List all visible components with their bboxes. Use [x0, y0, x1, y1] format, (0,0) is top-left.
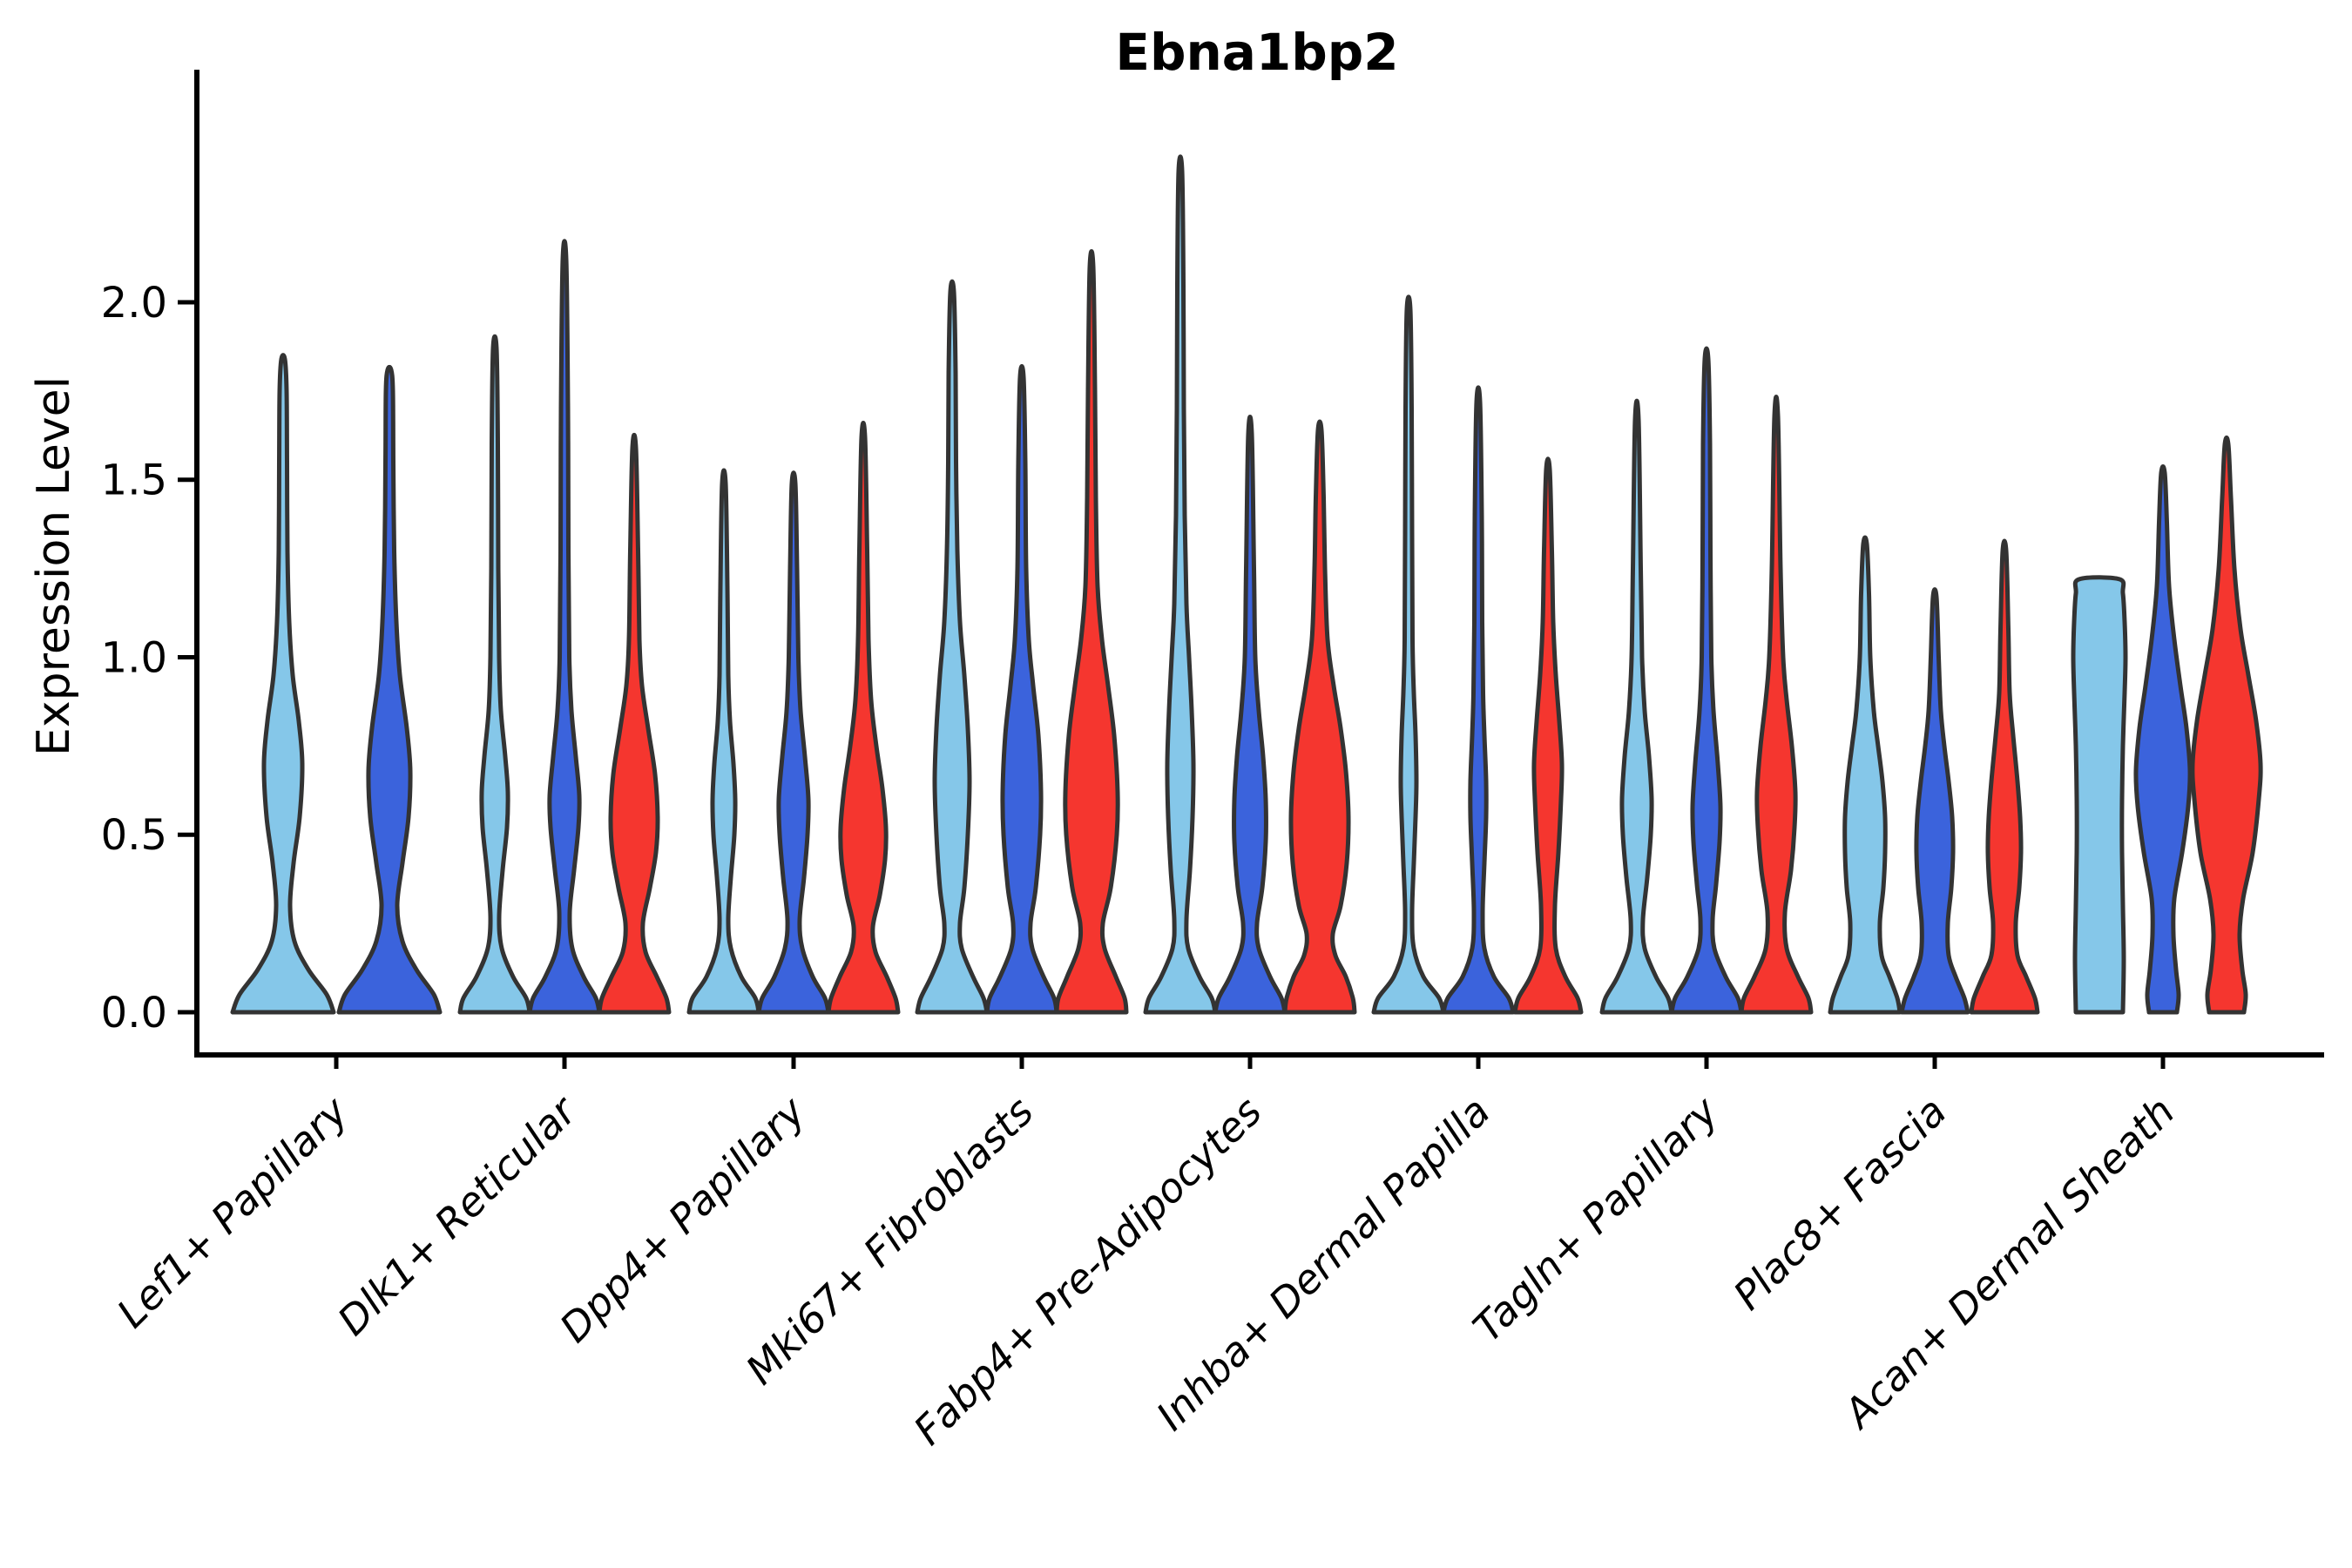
violin-lef1-papillary-light_blue [230, 353, 336, 1015]
violin-inhba-dermal-papilla-red [1512, 456, 1584, 1015]
violin-mki67-fibroblasts-dark_blue [984, 363, 1059, 1015]
violin-acan-dermal-sheath-light_blue [2071, 575, 2128, 1015]
y-tick-label: 0.5 [101, 811, 167, 860]
x-tick-label-plac8-fascia: Plac8+ Fascia [1724, 1088, 1955, 1319]
violin-acan-dermal-sheath-dark_blue [2133, 463, 2193, 1015]
violin-plac8-fascia-red [1969, 538, 2040, 1015]
violin-dlk1-reticular-red [597, 432, 672, 1015]
violin-inhba-dermal-papilla-dark_blue [1441, 385, 1516, 1015]
y-tick-label: 1.5 [101, 456, 167, 505]
violin-dpp4-papillary-dark_blue [756, 470, 831, 1015]
violin-dpp4-papillary-light_blue [686, 468, 761, 1015]
violin-tagln-papillary-dark_blue [1669, 346, 1744, 1015]
violin-plac8-fascia-light_blue [1828, 535, 1903, 1015]
violin-acan-dermal-sheath-red [2190, 435, 2263, 1015]
y-tick-label: 2.0 [101, 279, 167, 328]
x-tick-label-dlk1-reticular: Dlk1+ Reticular [328, 1085, 587, 1344]
x-tick-label-tagln-papillary: Tagln+ Papillary [1463, 1087, 1727, 1351]
violin-plac8-fascia-dark_blue [1899, 587, 1970, 1015]
violin-fabp4-pre-adipocytes-light_blue [1143, 154, 1218, 1015]
violin-dpp4-papillary-red [826, 421, 901, 1015]
chart-title: Ebna1bp2 [1115, 23, 1399, 82]
y-tick-label: 1.0 [101, 633, 167, 682]
violin-lef1-papillary-dark_blue [336, 364, 443, 1015]
violin-mki67-fibroblasts-red [1054, 248, 1129, 1015]
violin-fabp4-pre-adipocytes-red [1282, 419, 1357, 1015]
y-tick-label: 0.0 [101, 989, 167, 1037]
violin-tagln-papillary-red [1739, 395, 1814, 1015]
violin-inhba-dermal-papilla-light_blue [1371, 294, 1446, 1015]
x-tick-label-dpp4-papillary: Dpp4+ Papillary [551, 1087, 814, 1351]
violin-tagln-papillary-light_blue [1599, 398, 1674, 1015]
violin-mki67-fibroblasts-light_blue [915, 279, 990, 1015]
violin-dlk1-reticular-light_blue [457, 334, 532, 1015]
violin-dlk1-reticular-dark_blue [527, 239, 602, 1015]
violin-fabp4-pre-adipocytes-dark_blue [1213, 414, 1288, 1015]
x-tick-label-lef1-papillary: Lef1+ Papillary [108, 1087, 357, 1336]
